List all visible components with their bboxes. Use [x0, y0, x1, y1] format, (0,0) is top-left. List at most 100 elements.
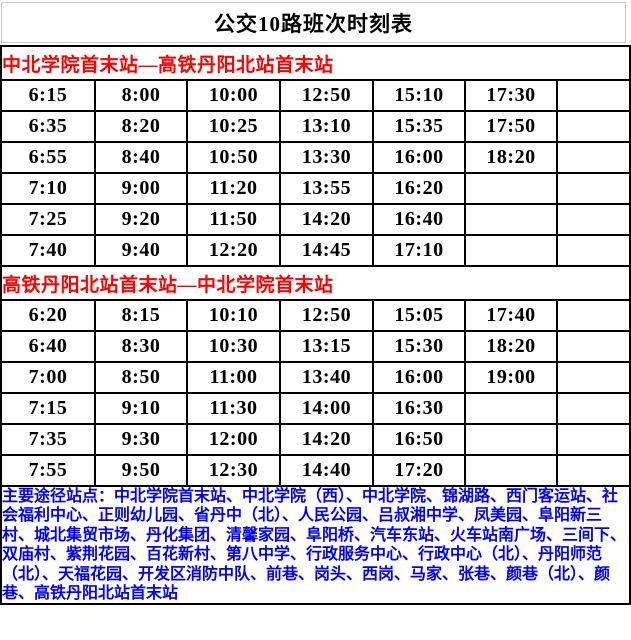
departure-time-cell: 17:40	[464, 299, 558, 332]
time-row: 6:55 8:40 10:50 13:30 16:00 18:20	[0, 141, 631, 174]
departure-time-cell: 10:00	[186, 79, 281, 112]
departure-time-cell: 12:30	[186, 454, 281, 487]
bus-schedule-table: 中北学院首末站—高铁丹阳北站首末站 6:15 8:00 10:00 12:50 15:10…	[0, 45, 631, 606]
empty-cell	[555, 361, 631, 394]
departure-time-cell: 13:10	[279, 110, 374, 143]
empty-cell	[464, 203, 558, 236]
departure-time-cell: 11:20	[186, 172, 281, 205]
departure-time-cell: 17:30	[464, 79, 558, 112]
departure-time-cell: 14:20	[279, 423, 374, 456]
time-row: 7:40 9:40 12:20 14:45 17:10	[0, 234, 631, 267]
empty-cell	[464, 172, 558, 205]
empty-cell	[555, 454, 631, 487]
empty-cell	[555, 172, 631, 205]
empty-cell	[555, 392, 631, 425]
departure-time-cell: 16:20	[372, 172, 466, 205]
empty-cell	[464, 423, 558, 456]
empty-cell	[464, 234, 558, 267]
empty-cell	[555, 423, 631, 456]
empty-cell	[555, 79, 631, 112]
departure-time-cell: 12:20	[186, 234, 281, 267]
departure-time-cell: 9:10	[94, 392, 188, 425]
empty-cell	[464, 454, 558, 487]
departure-time-cell: 10:50	[186, 141, 281, 174]
departure-time-cell: 19:00	[464, 361, 558, 394]
time-row: 7:35 9:30 12:00 14:20 16:50	[0, 423, 631, 456]
departure-time-cell: 10:30	[186, 330, 281, 363]
departure-time-cell: 10:10	[186, 299, 281, 332]
empty-cell	[555, 110, 631, 143]
departure-time-cell: 16:00	[372, 361, 466, 394]
departure-time-cell: 13:30	[279, 141, 374, 174]
section-header-row: 中北学院首末站—高铁丹阳北站首末站	[0, 45, 631, 81]
time-row: 7:15 9:10 11:30 14:00 16:30	[0, 392, 631, 425]
departure-time-cell: 15:35	[372, 110, 466, 143]
departure-time-cell: 9:00	[94, 172, 188, 205]
section-header-label: 高铁丹阳北站首末站—中北学院首末站	[0, 265, 631, 301]
departure-time-cell: 6:15	[0, 79, 96, 112]
departure-time-cell: 16:50	[372, 423, 466, 456]
time-row: 7:00 8:50 11:00 13:40 16:00 19:00	[0, 361, 631, 394]
departure-time-cell: 6:55	[0, 141, 96, 174]
departure-time-cell: 7:55	[0, 454, 96, 487]
main-stops-row: 主要途径站点：中北学院首末站、中北学院（西）、中北学院、锦湖路、西门客运站、社会…	[0, 484, 631, 606]
departure-time-cell: 7:35	[0, 423, 96, 456]
departure-time-cell: 6:20	[0, 299, 96, 332]
empty-cell	[464, 392, 558, 425]
empty-cell	[555, 141, 631, 174]
departure-time-cell: 14:40	[279, 454, 374, 487]
departure-time-cell: 15:05	[372, 299, 466, 332]
departure-time-cell: 14:00	[279, 392, 374, 425]
departure-time-cell: 9:20	[94, 203, 188, 236]
departure-time-cell: 9:50	[94, 454, 188, 487]
departure-time-cell: 6:40	[0, 330, 96, 363]
departure-time-cell: 8:00	[94, 79, 188, 112]
empty-cell	[555, 234, 631, 267]
time-row: 6:15 8:00 10:00 12:50 15:10 17:30	[0, 79, 631, 112]
departure-time-cell: 15:10	[372, 79, 466, 112]
time-row: 7:25 9:20 11:50 14:20 16:40	[0, 203, 631, 236]
empty-cell	[555, 330, 631, 363]
section-header-label: 中北学院首末站—高铁丹阳北站首末站	[0, 45, 631, 81]
departure-time-cell: 18:20	[464, 330, 558, 363]
departure-time-cell: 12:50	[279, 79, 374, 112]
page-title: 公交10路班次时刻表	[1, 2, 626, 43]
time-row: 6:20 8:15 10:10 12:50 15:05 17:40	[0, 299, 631, 332]
departure-time-cell: 16:00	[372, 141, 466, 174]
departure-time-cell: 8:15	[94, 299, 188, 332]
time-row: 7:10 9:00 11:20 13:55 16:20	[0, 172, 631, 205]
departure-time-cell: 13:40	[279, 361, 374, 394]
departure-time-cell: 17:50	[464, 110, 558, 143]
empty-cell	[555, 203, 631, 236]
departure-time-cell: 11:00	[186, 361, 281, 394]
time-row: 7:55 9:50 12:30 14:40 17:20	[0, 454, 631, 487]
departure-time-cell: 14:20	[279, 203, 374, 236]
departure-time-cell: 7:15	[0, 392, 96, 425]
departure-time-cell: 7:10	[0, 172, 96, 205]
main-stops-text: 主要途径站点：中北学院首末站、中北学院（西）、中北学院、锦湖路、西门客运站、社会…	[0, 484, 631, 606]
departure-time-cell: 14:45	[279, 234, 374, 267]
departure-time-cell: 7:40	[0, 234, 96, 267]
departure-time-cell: 8:30	[94, 330, 188, 363]
empty-cell	[555, 299, 631, 332]
departure-time-cell: 8:50	[94, 361, 188, 394]
departure-time-cell: 16:30	[372, 392, 466, 425]
departure-time-cell: 9:30	[94, 423, 188, 456]
departure-time-cell: 13:15	[279, 330, 374, 363]
departure-time-cell: 17:20	[372, 454, 466, 487]
section-header-row: 高铁丹阳北站首末站—中北学院首末站	[0, 265, 631, 301]
departure-time-cell: 7:00	[0, 361, 96, 394]
departure-time-cell: 6:35	[0, 110, 96, 143]
departure-time-cell: 13:55	[279, 172, 374, 205]
departure-time-cell: 8:40	[94, 141, 188, 174]
departure-time-cell: 9:40	[94, 234, 188, 267]
departure-time-cell: 7:25	[0, 203, 96, 236]
departure-time-cell: 16:40	[372, 203, 466, 236]
departure-time-cell: 11:30	[186, 392, 281, 425]
departure-time-cell: 11:50	[186, 203, 281, 236]
departure-time-cell: 15:30	[372, 330, 466, 363]
time-row: 6:35 8:20 10:25 13:10 15:35 17:50	[0, 110, 631, 143]
departure-time-cell: 17:10	[372, 234, 466, 267]
departure-time-cell: 12:00	[186, 423, 281, 456]
departure-time-cell: 8:20	[94, 110, 188, 143]
